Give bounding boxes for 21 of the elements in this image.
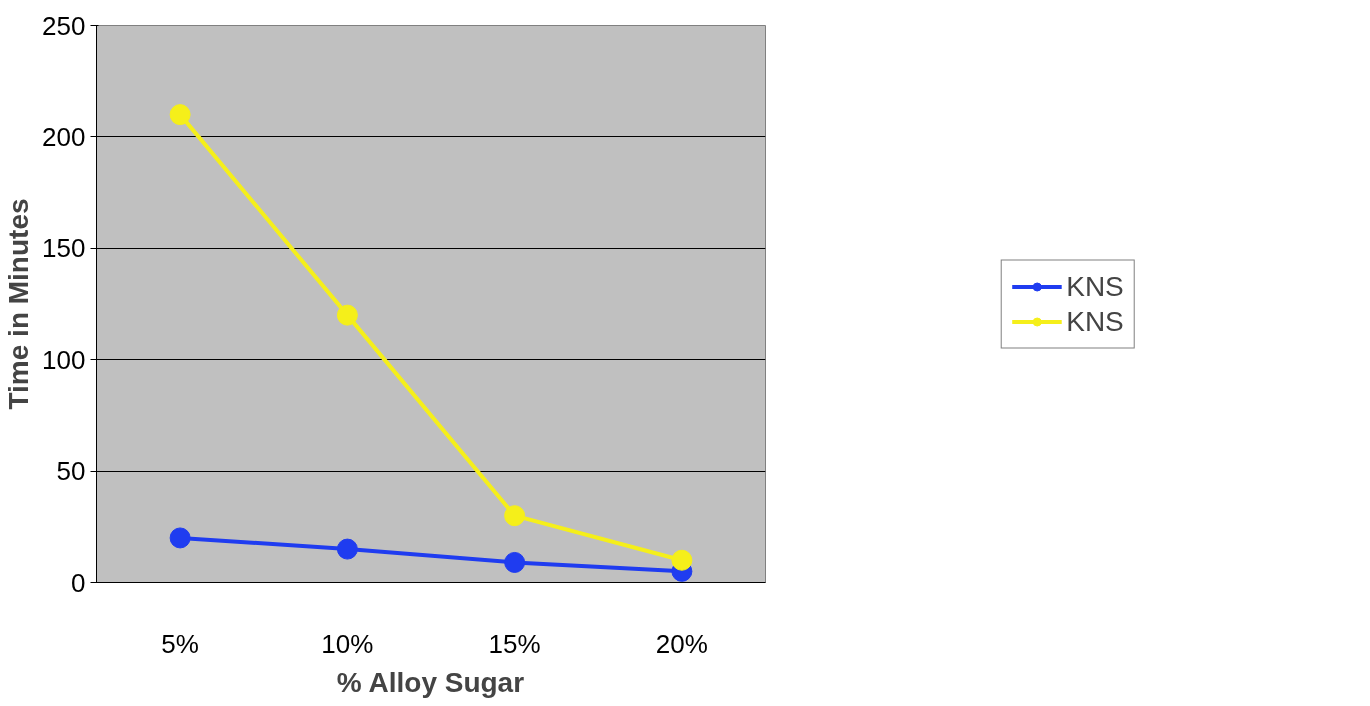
- point: [169, 104, 191, 126]
- x-tick-label: 20%: [655, 628, 708, 659]
- y-tick-label: 0: [71, 567, 86, 598]
- x-tick-label: 15%: [488, 628, 541, 659]
- y-tick-label: 50: [56, 456, 86, 487]
- y-tick-label: 150: [42, 233, 86, 264]
- y-tick-label: 200: [42, 121, 86, 152]
- point: [671, 549, 693, 571]
- y-axis-title: Time in Minutes: [3, 198, 35, 410]
- point: [504, 505, 526, 527]
- x-tick-label: 10%: [321, 628, 374, 659]
- point: [336, 304, 358, 326]
- x-tick-label: 5%: [161, 628, 199, 659]
- legend-label: KNS: [1066, 270, 1124, 302]
- point: [336, 538, 358, 560]
- y-tick-label: 250: [42, 10, 86, 41]
- legend-label: KNS: [1066, 305, 1124, 337]
- x-axis-title: % Alloy Sugar: [336, 666, 525, 698]
- point: [504, 551, 526, 573]
- y-tick-label: 100: [42, 344, 86, 375]
- point: [169, 527, 191, 549]
